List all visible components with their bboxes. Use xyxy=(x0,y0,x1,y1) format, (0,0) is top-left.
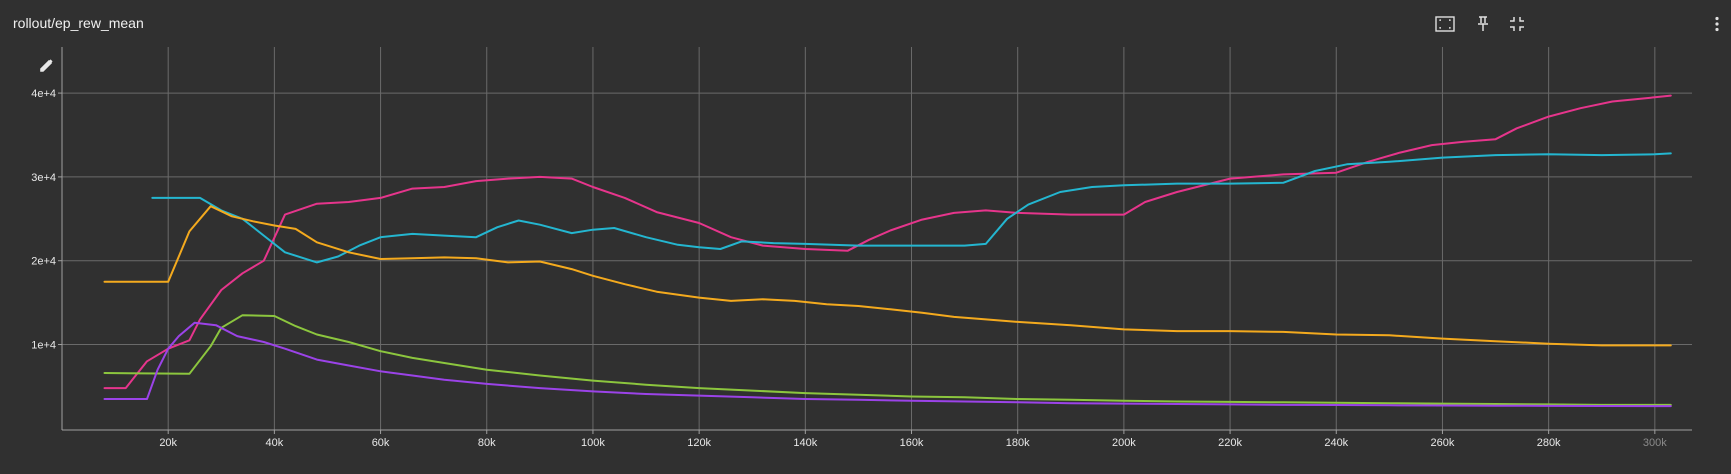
x-tick-label: 20k xyxy=(159,437,177,449)
x-tick-label: 220k xyxy=(1218,437,1242,449)
chart-title: rollout/ep_rew_mean xyxy=(13,15,144,31)
more-vert-icon[interactable] xyxy=(1703,10,1731,38)
series-line-4 xyxy=(103,314,1672,406)
series-line-1 xyxy=(103,94,1672,390)
series-line-3 xyxy=(103,205,1672,347)
x-tick-label: 100k xyxy=(581,437,605,449)
collapse-icon[interactable] xyxy=(1503,10,1531,38)
x-tick-label: 160k xyxy=(900,437,924,449)
series-line-5 xyxy=(103,321,1672,408)
x-tick-label: 120k xyxy=(687,437,711,449)
x-tick-label: 300k xyxy=(1643,437,1667,449)
pin-icon[interactable] xyxy=(1469,10,1497,38)
x-tick-label: 140k xyxy=(793,437,817,449)
x-tick-label: 280k xyxy=(1537,437,1561,449)
fit-domain-icon[interactable] xyxy=(1431,10,1459,38)
x-tick-label: 200k xyxy=(1112,437,1136,449)
x-tick-label: 260k xyxy=(1431,437,1455,449)
y-tick-label: 1e+4 xyxy=(31,340,56,352)
y-tick-label: 3e+4 xyxy=(31,172,56,184)
x-tick-label: 80k xyxy=(478,437,496,449)
x-tick-label: 40k xyxy=(266,437,284,449)
x-tick-label: 240k xyxy=(1324,437,1348,449)
series-line-2 xyxy=(151,152,1672,264)
y-tick-label: 4e+4 xyxy=(31,88,56,100)
edit-icon[interactable] xyxy=(40,59,53,72)
y-tick-label: 2e+4 xyxy=(31,256,56,268)
x-tick-label: 60k xyxy=(372,437,390,449)
x-tick-label: 180k xyxy=(1006,437,1030,449)
